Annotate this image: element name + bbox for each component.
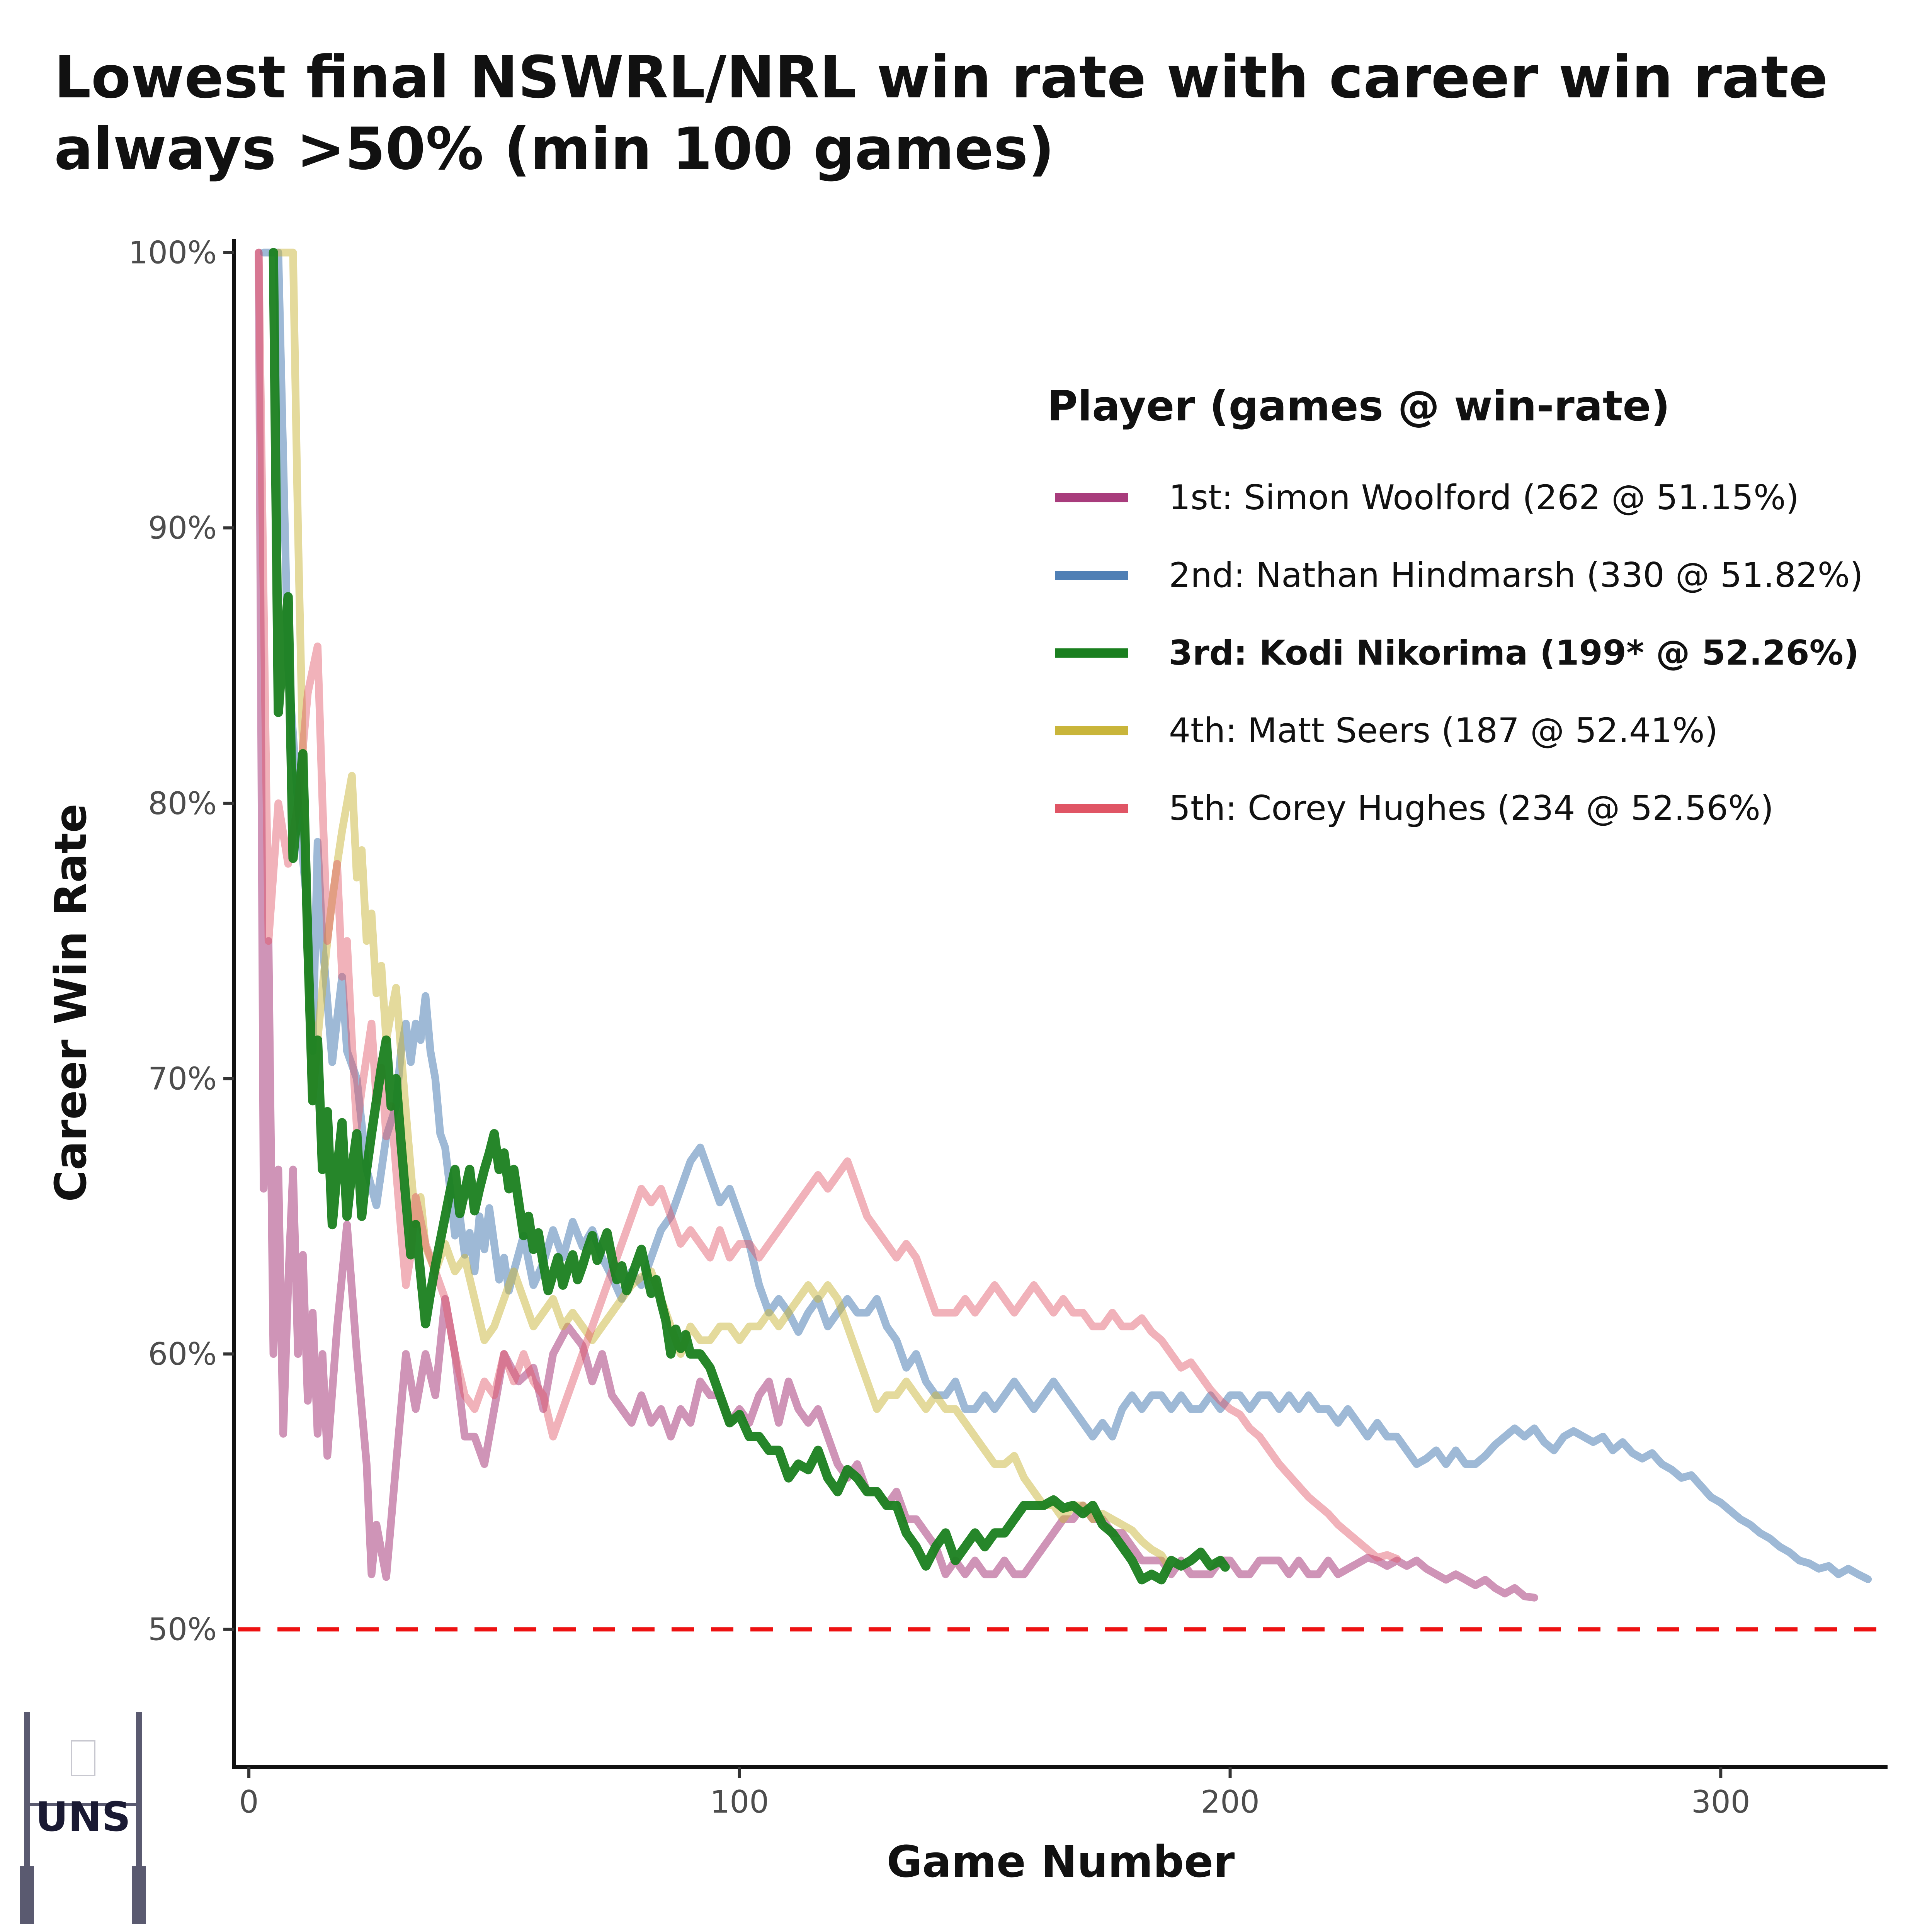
series-line-3 xyxy=(269,248,1230,1585)
legend-title: Player (games @ win-rate) xyxy=(1047,382,1670,430)
y-tick-label: 50% xyxy=(148,1612,217,1648)
x-tick-label: 200 xyxy=(1201,1784,1260,1820)
y-tick-label: 70% xyxy=(148,1061,217,1097)
legend-label-4: 4th: Matt Seers (187 @ 52.41%) xyxy=(1169,711,1718,750)
series-line-2 xyxy=(260,248,1872,1583)
x-axis-title: Game Number xyxy=(887,1837,1235,1887)
y-tick-label: 100% xyxy=(128,235,217,271)
tick-group: 50% 60% 70% 80% 90% 100% 0 100 200 300 xyxy=(128,235,1750,1820)
logo-text: UNS xyxy=(36,1793,131,1840)
chart-title-line-2: always >50% (min 100 games) xyxy=(54,116,1054,183)
chart-title-line-1: Lowest final NSWRL/NRL win rate with car… xyxy=(54,44,1828,111)
y-tick-label: 80% xyxy=(148,786,217,821)
y-tick-label: 60% xyxy=(148,1336,217,1372)
logo-left-foot xyxy=(20,1866,34,1924)
logo-right-foot xyxy=(132,1866,146,1924)
logo-mark xyxy=(71,1740,95,1776)
uns-logo: UNS xyxy=(20,1712,146,1924)
chart-title: Lowest final NSWRL/NRL win rate with car… xyxy=(54,44,1828,183)
x-tick-label: 100 xyxy=(710,1784,769,1820)
legend-label-2: 2nd: Nathan Hindmarsh (330 @ 51.82%) xyxy=(1169,555,1863,595)
x-tick-label: 300 xyxy=(1691,1784,1750,1820)
y-tick-label: 90% xyxy=(148,510,217,546)
y-axis-title: Career Win Rate xyxy=(46,803,96,1202)
legend-label-3: 3rd: Kodi Nikorima (199* @ 52.26%) xyxy=(1169,633,1859,673)
legend: Player (games @ win-rate) 1st: Simon Woo… xyxy=(1047,382,1863,828)
legend-label-5: 5th: Corey Hughes (234 @ 52.56%) xyxy=(1169,788,1774,828)
series-group xyxy=(255,248,1872,1602)
legend-label-1: 1st: Simon Woolford (262 @ 51.15%) xyxy=(1169,478,1799,517)
x-tick-label: 0 xyxy=(239,1784,259,1820)
axes xyxy=(232,239,1888,1769)
